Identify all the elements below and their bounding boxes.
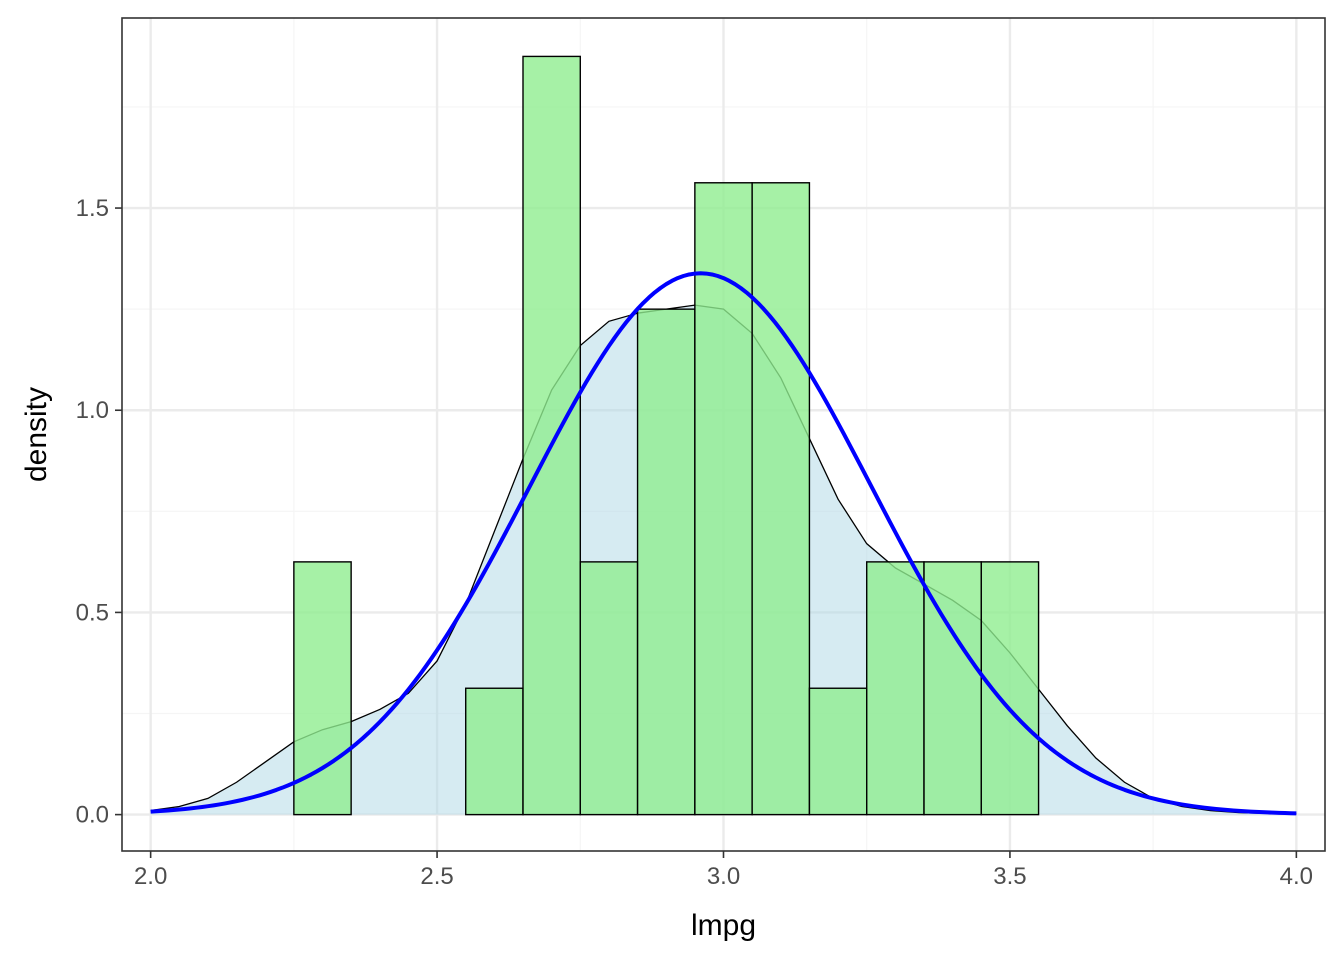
x-axis-title: lmpg	[691, 909, 756, 942]
x-axis-ticks: 2.0 2.5 3.0 3.5 4.0	[134, 851, 1313, 890]
histogram-bar	[465, 687, 524, 816]
y-tick-label: 0.5	[76, 599, 109, 626]
x-tick-label: 2.5	[420, 863, 453, 890]
y-tick-label: 1.5	[76, 195, 109, 222]
x-tick-label: 3.5	[993, 863, 1026, 890]
y-tick-label: 1.0	[76, 397, 109, 424]
histogram-bar	[522, 55, 581, 816]
x-tick-label: 4.0	[1280, 863, 1313, 890]
y-axis-title: density	[20, 387, 53, 482]
normal-curve-layer	[150, 271, 1297, 816]
histogram-bar	[293, 561, 352, 816]
histogram-bar	[579, 561, 639, 816]
normal-curve-line	[150, 271, 1297, 816]
histogram-bar	[808, 687, 868, 816]
x-tick-label: 3.0	[707, 863, 740, 890]
histogram-bar	[636, 308, 696, 816]
y-axis-ticks: 0.0 0.5 1.0 1.5	[76, 195, 122, 829]
y-tick-label: 0.0	[76, 802, 109, 829]
x-tick-label: 2.0	[134, 863, 167, 890]
histogram-bar	[866, 561, 925, 816]
histogram-bar	[751, 182, 811, 816]
